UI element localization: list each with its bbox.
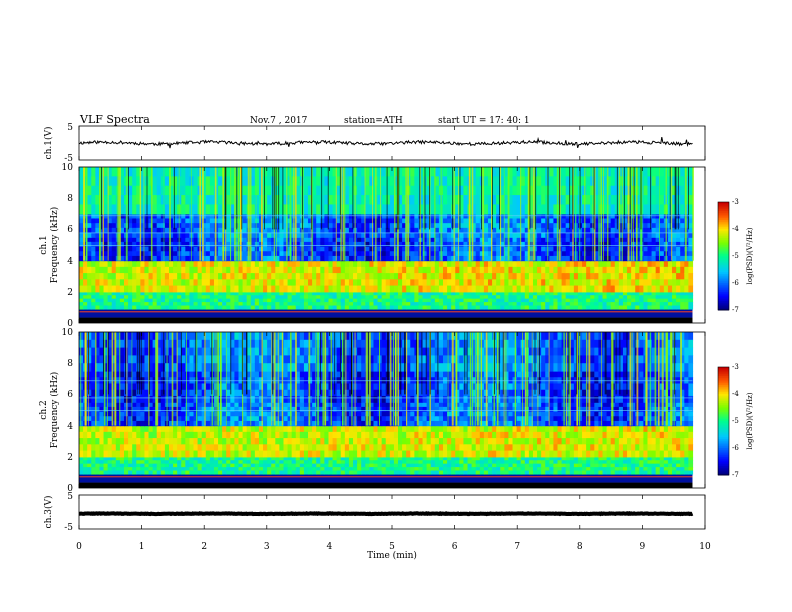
time-axis-label: Time (min) [367,550,417,561]
start-time-label: start UT = 17: 40: 1 [438,116,530,126]
ch1-freq-tick-0: 0 [67,319,73,329]
ch3-ytick-top: 5 [67,492,73,502]
ch1-spectrogram-ylabel-channel: ch.1 [39,235,49,254]
ch3-waveform-ylabel: ch.3(V) [43,496,54,529]
time-tick-5: 5 [389,542,395,552]
time-tick-8: 8 [577,542,583,552]
ch3-waveform-line [79,511,694,517]
ch2-cb-tick-minus3: -3 [732,363,739,371]
time-tick-0: 0 [76,542,82,552]
ch1-spectrogram-ylabel-frequency: Frequency (kHz) [49,207,60,284]
ch1-waveform-line [78,136,693,149]
ch3-waveform-panel: 5 -5 ch.3(V) [43,492,706,533]
ch1-cb-tick-minus7: -7 [732,306,739,314]
ch1-waveform-ylabel: ch.1(V) [43,127,54,160]
ch1-cb-tick-minus4: -4 [732,225,739,233]
time-tick-10: 10 [699,542,711,552]
time-tick-9: 9 [640,542,646,552]
ch3-ytick-bottom: -5 [64,523,73,533]
time-tick-4: 4 [327,542,333,552]
ch1-freq-tick-4: 4 [67,257,73,267]
ch2-spectrogram-ylabel-channel: ch.2 [39,400,49,419]
ch1-colorbar-scale [718,202,729,311]
ch2-freq-tick-8: 8 [67,359,73,369]
station-label: station=ATH [344,116,403,126]
ch1-spectrogram-panel: 0 2 4 6 8 10 ch.1 Frequency (kHz) [39,163,706,329]
ch2-colorbar-scale [718,367,729,476]
ch1-cb-tick-minus6: -6 [732,279,739,287]
ch2-freq-tick-10: 10 [62,328,74,338]
ch2-freq-tick-2: 2 [67,453,73,463]
ch1-colorbar: -3 -4 -5 -6 -7 log(PSD)(V²/Hz) [717,198,754,314]
ch1-colorbar-label: log(PSD)(V²/Hz) [746,227,754,284]
ch1-ytick-bottom: -5 [64,154,73,164]
ch2-spectrogram-panel: 0 2 4 6 8 10 ch.2 Frequency (kHz) [39,328,706,494]
ch2-cb-tick-minus5: -5 [732,417,739,425]
date-label: Nov.7 , 2017 [250,116,308,126]
figure-title: VLF Spectra [79,113,150,126]
ch2-freq-tick-6: 6 [67,390,73,400]
ch1-freq-tick-6: 6 [67,225,73,235]
time-tick-6: 6 [452,542,458,552]
ch1-ytick-top: 5 [67,123,73,133]
time-axis: 0 1 2 3 4 5 6 7 8 9 10 Time (min) [76,126,711,561]
ch1-cb-tick-minus5: -5 [732,252,739,260]
time-tick-1: 1 [139,542,145,552]
time-tick-7: 7 [514,542,520,552]
ch1-waveform-panel: 5 -5 ch.1(V) [43,123,706,164]
ch2-spectrogram-ylabel-frequency: Frequency (kHz) [49,372,60,449]
ch2-freq-tick-0: 0 [67,484,73,494]
ch2-cb-tick-minus7: -7 [732,471,739,479]
ch1-freq-tick-2: 2 [67,288,73,298]
ch2-spectrogram-image [79,332,694,488]
ch2-cb-tick-minus6: -6 [732,444,739,452]
ch1-cb-tick-minus3: -3 [732,198,739,206]
ch2-colorbar-label: log(PSD)(V²/Hz) [746,392,754,449]
ch2-colorbar: -3 -4 -5 -6 -7 log(PSD)(V²/Hz) [717,363,754,479]
ch2-freq-tick-4: 4 [67,422,73,432]
ch1-freq-tick-8: 8 [67,194,73,204]
time-tick-2: 2 [201,542,207,552]
time-tick-3: 3 [264,542,270,552]
ch1-spectrogram-image [79,167,694,323]
ch1-freq-tick-10: 10 [62,163,74,173]
ch2-cb-tick-minus4: -4 [732,390,739,398]
